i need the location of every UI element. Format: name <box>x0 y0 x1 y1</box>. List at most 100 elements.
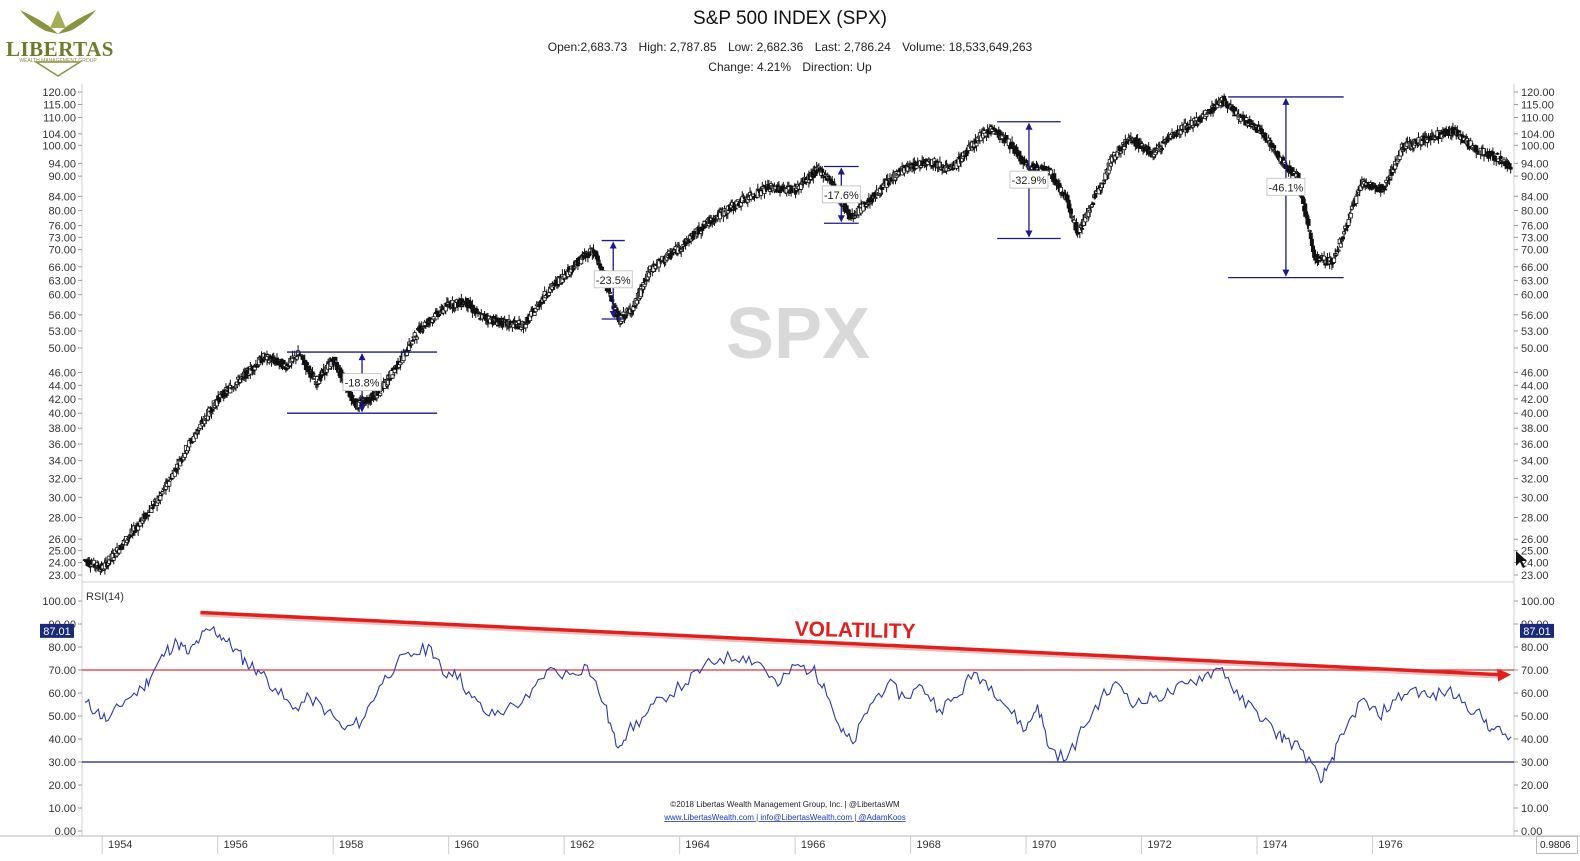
year-tick-label: 1962 <box>570 839 594 851</box>
price-tick-label-right: 90.00 <box>1521 171 1549 183</box>
price-tick-label-left: 100.00 <box>42 140 76 152</box>
footer-copyright: ©2018 Libertas Wealth Management Group, … <box>670 800 900 809</box>
candle-body <box>1153 151 1158 155</box>
candle-body <box>302 359 307 365</box>
price-tick-label-right: 36.00 <box>1521 439 1549 451</box>
candle-body <box>1159 148 1164 150</box>
price-tick-label-left: 104.00 <box>42 129 76 141</box>
candle-body <box>733 207 738 210</box>
drawdown-arrow-up-icon <box>358 353 366 361</box>
price-tick-label-left: 23.00 <box>48 570 76 582</box>
candle-body <box>983 132 988 137</box>
candle-body <box>523 323 528 329</box>
candle-body <box>877 188 882 196</box>
candle-body <box>432 318 437 321</box>
rsi-line <box>84 625 1512 784</box>
candle-body <box>1387 178 1392 181</box>
candle-body <box>1398 149 1403 157</box>
low-value: Low: 2,682.36 <box>727 40 804 54</box>
direction-value: Direction: Up <box>802 60 872 74</box>
candle-body <box>547 292 552 296</box>
price-tick-label-left: 30.00 <box>48 492 76 504</box>
price-tick-label-left: 53.00 <box>48 326 76 338</box>
candle-body <box>349 393 354 401</box>
price-tick-label-right: 26.00 <box>1521 534 1549 546</box>
candle-body <box>610 298 615 302</box>
drawdown-label: -18.8% <box>345 378 380 390</box>
price-tick-label-right: 120.00 <box>1521 87 1555 99</box>
candle-body <box>1148 149 1153 152</box>
drawdown-arrow-down-icon <box>1282 269 1290 277</box>
price-tick-label-right: 38.00 <box>1521 423 1549 435</box>
candle-body <box>307 365 312 371</box>
candle-body <box>623 314 628 319</box>
price-tick-label-right: 23.00 <box>1521 570 1549 582</box>
drawdown-arrow-up-icon <box>837 167 845 175</box>
candle-body <box>533 308 538 312</box>
price-tick-label-left: 46.00 <box>48 367 76 379</box>
price-tick-label-left: 50.00 <box>48 343 76 355</box>
price-tick-label-left: 73.00 <box>48 232 76 244</box>
price-tick-label-right: 56.00 <box>1521 310 1549 322</box>
price-tick-label-right: 34.00 <box>1521 456 1549 468</box>
price-tick-label-right: 32.00 <box>1521 473 1549 485</box>
price-tick-label-right: 60.00 <box>1521 290 1549 302</box>
trend-arrow-shadow <box>200 612 1500 679</box>
rsi-tick-label-right: 70.00 <box>1521 665 1549 677</box>
candle-body <box>731 209 736 211</box>
candle-body <box>304 362 309 366</box>
rsi-tick-label-right: 10.00 <box>1521 803 1549 815</box>
price-tick-label-left: 38.00 <box>48 423 76 435</box>
drawdown-arrow-down-icon <box>837 215 845 223</box>
candle-body <box>1348 212 1353 219</box>
price-tick-label-left: 84.00 <box>48 191 76 203</box>
price-tick-label-right: 110.00 <box>1521 112 1554 124</box>
candle-body <box>421 326 426 329</box>
candle-body <box>1309 238 1314 246</box>
price-tick-label-right: 100.00 <box>1521 140 1555 152</box>
candle-body <box>438 312 443 315</box>
eagle-wings-icon <box>20 10 96 77</box>
candle-body <box>631 306 636 311</box>
candle-body <box>1096 188 1101 195</box>
candle-body <box>1010 141 1015 146</box>
year-tick-label: 1954 <box>108 839 132 851</box>
candle-body <box>1385 182 1390 185</box>
candle-body <box>113 555 118 558</box>
price-tick-label-left: 90.00 <box>48 171 76 183</box>
price-tick-label-right: 50.00 <box>1521 343 1549 355</box>
drawdown-annotation: -32.9% <box>997 121 1061 240</box>
drawdown-arrow-up-icon <box>1282 97 1290 105</box>
last-value: Last: 2,786.24 <box>814 40 891 54</box>
candle-body <box>156 500 161 504</box>
volatility-trend-line <box>200 610 1500 677</box>
price-tick-label-right: 46.00 <box>1521 367 1549 379</box>
candle-body <box>608 291 613 294</box>
rsi-tick-label-right: 100.00 <box>1521 596 1555 608</box>
candle-body <box>1308 232 1313 240</box>
candle-body <box>774 188 779 193</box>
drawdown-arrow-down-icon <box>1025 230 1033 238</box>
candle-body <box>1346 218 1351 226</box>
candle-body <box>176 467 181 470</box>
candle-body <box>158 495 163 501</box>
drawdown-annotation: -17.6% <box>821 165 861 224</box>
candle-body <box>1048 169 1053 176</box>
candle-body <box>1324 263 1329 266</box>
price-tick-label-right: 63.00 <box>1521 275 1549 287</box>
rsi-tick-label-left: 0.00 <box>55 826 76 838</box>
drawdown-label-box <box>821 185 861 204</box>
volume-value: Volume: 18,533,649,263 <box>902 40 1033 54</box>
candle-body <box>826 175 831 178</box>
candle-body <box>1493 155 1498 158</box>
candle-body <box>1355 193 1360 196</box>
candle-body <box>1093 195 1098 198</box>
candle-body <box>1199 117 1204 119</box>
rsi-tick-label-right: 40.00 <box>1521 734 1549 746</box>
candle-body <box>1369 184 1374 190</box>
price-tick-label-right: 30.00 <box>1521 492 1549 504</box>
drawdown-arrow-up-icon <box>1025 122 1033 130</box>
candle-body <box>926 158 931 161</box>
candle-body <box>820 168 825 173</box>
